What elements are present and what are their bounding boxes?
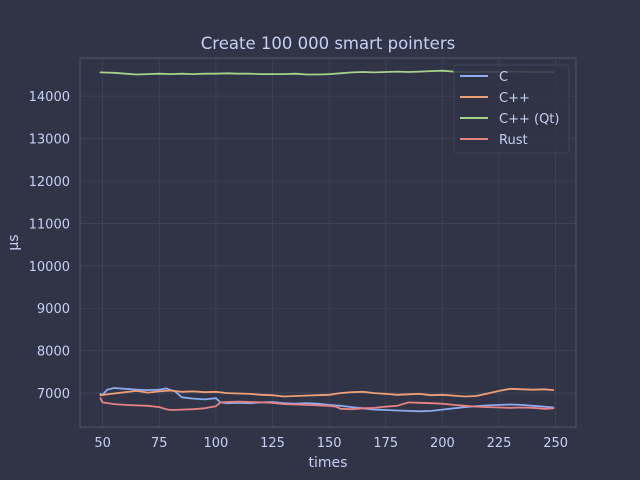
y-tick-label: 10000: [29, 260, 70, 275]
legend-label: C: [499, 70, 508, 85]
y-tick-label: 7000: [37, 387, 70, 402]
y-tick-label: 11000: [29, 217, 70, 232]
x-tick-label: 100: [203, 436, 228, 451]
legend-label: C++ (Qt): [499, 112, 559, 127]
x-axis: 50 75 100 125 150 175 200 225 250: [94, 436, 568, 451]
x-tick-label: 250: [543, 436, 568, 451]
y-axis: 7000 8000 9000 10000 11000 12000 13000 14000: [29, 90, 70, 402]
y-tick-label: 12000: [29, 175, 70, 190]
y-tick-label: 13000: [29, 133, 70, 148]
series-line-3: [99, 397, 555, 411]
y-tick-label: 9000: [37, 302, 70, 317]
series-line-1: [99, 387, 555, 398]
x-tick-label: 200: [430, 436, 455, 451]
x-tick-label: 75: [151, 436, 168, 451]
chart-title: Create 100 000 smart pointers: [201, 34, 455, 53]
y-axis-title: µs: [6, 234, 22, 250]
legend-box: [453, 64, 570, 154]
x-axis-title: times: [309, 455, 348, 471]
plot-area: [79, 57, 577, 428]
y-tick-label: 14000: [29, 90, 70, 105]
legend-label: Rust: [499, 133, 528, 148]
x-tick-label: 175: [373, 436, 398, 451]
legend-label: C++: [499, 91, 530, 106]
x-tick-label: 150: [317, 436, 342, 451]
x-tick-label: 225: [487, 436, 512, 451]
x-tick-label: 50: [94, 436, 111, 451]
x-tick-label: 125: [260, 436, 285, 451]
y-tick-label: 8000: [37, 345, 70, 360]
legend: C C++ C++ (Qt) Rust: [453, 64, 570, 154]
